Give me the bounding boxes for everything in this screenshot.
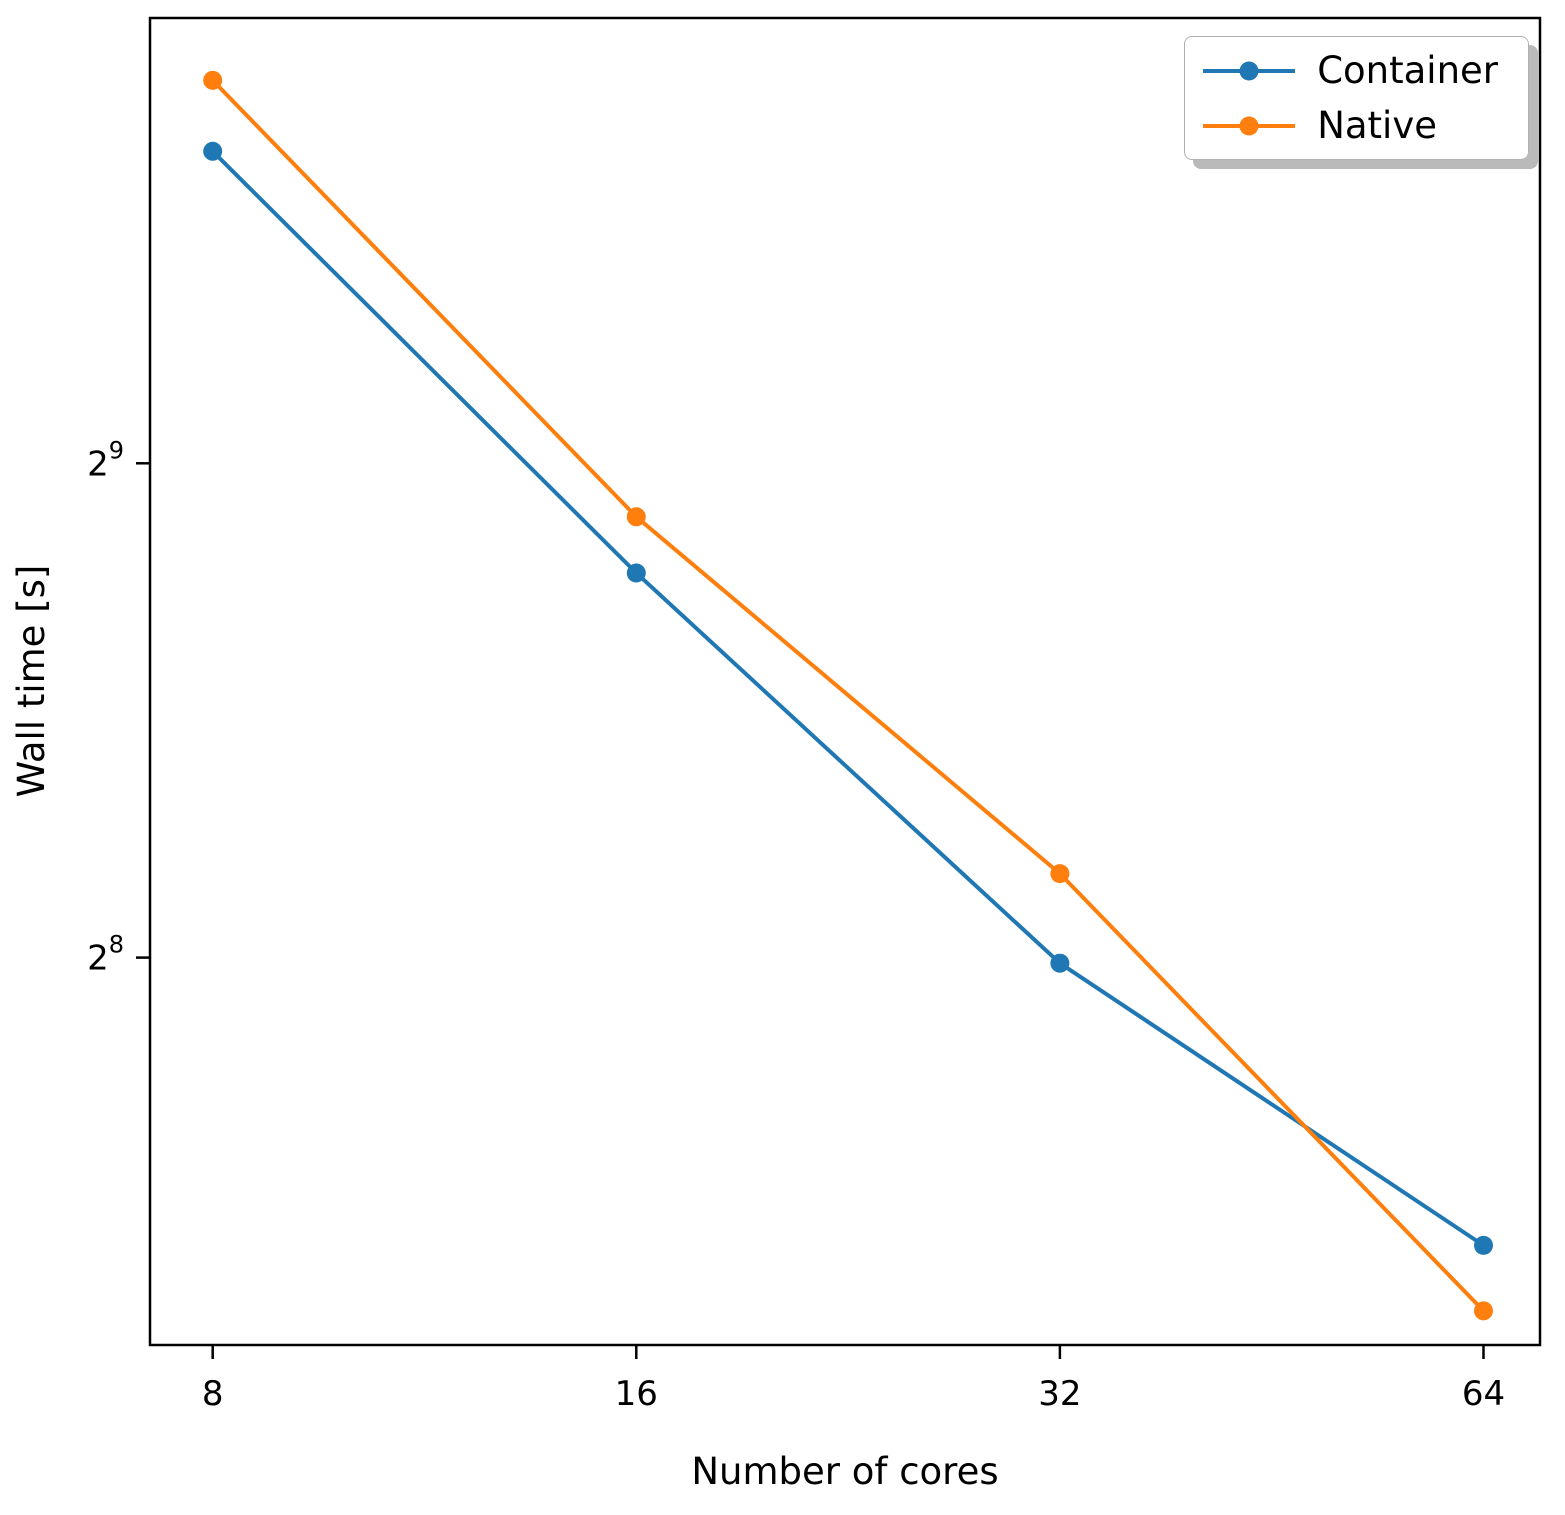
data-point-native [1473, 1301, 1493, 1321]
legend: Container Native [1184, 36, 1529, 160]
data-point-container [626, 563, 646, 583]
data-point-native [626, 507, 646, 527]
data-point-native [1050, 864, 1070, 884]
data-point-native [203, 70, 223, 90]
data-point-container [203, 141, 223, 161]
y-tick-label: 28 [87, 931, 124, 979]
y-axis-ticks: 29 28 [87, 436, 150, 979]
series-line-native [211, 78, 1485, 1313]
legend-swatch-container [1203, 61, 1296, 80]
x-tick-label: 64 [1462, 1374, 1505, 1414]
legend-entry-native: Native [1199, 104, 1498, 147]
x-tick-label: 8 [202, 1374, 224, 1414]
x-tick-label: 16 [615, 1374, 658, 1414]
data-point-container [1050, 953, 1070, 973]
data-point-container [1473, 1235, 1493, 1255]
legend-swatch-native [1203, 116, 1296, 135]
legend-entry-container: Container [1199, 49, 1498, 92]
x-axis-ticks: 8 16 32 64 [202, 1345, 1505, 1414]
legend-label: Container [1317, 49, 1498, 92]
y-axis-label: Wall time [s] [10, 565, 53, 798]
plot-area [148, 16, 1542, 1347]
data-series [203, 70, 1493, 1321]
x-tick-label: 32 [1038, 1374, 1081, 1414]
legend-label: Native [1317, 104, 1437, 147]
y-tick-label: 29 [87, 436, 124, 484]
series-line-container [211, 149, 1485, 1248]
x-axis-label: Number of cores [691, 1450, 998, 1493]
